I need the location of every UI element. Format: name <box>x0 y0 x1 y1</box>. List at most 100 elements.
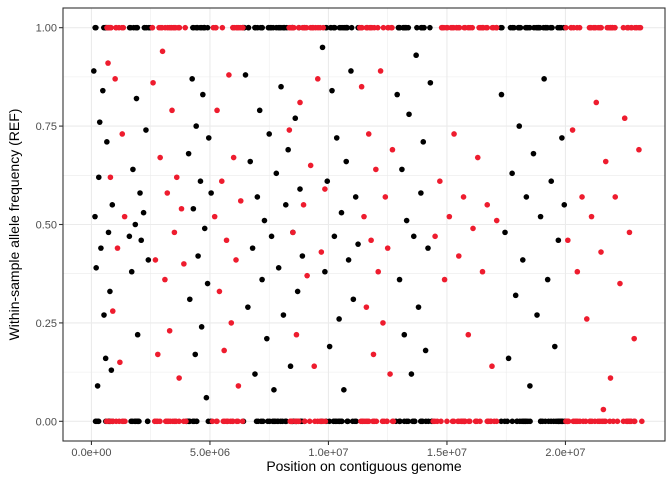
data-point <box>544 276 551 283</box>
data-point <box>192 351 199 358</box>
data-point <box>403 217 410 224</box>
data-point <box>396 276 403 283</box>
data-point <box>292 115 299 122</box>
data-point <box>371 418 378 425</box>
data-point <box>600 406 607 413</box>
data-point <box>286 127 293 133</box>
data-point <box>455 24 462 31</box>
data-point <box>297 99 303 106</box>
data-point <box>189 76 195 82</box>
data-point <box>169 107 175 114</box>
data-point <box>307 162 314 169</box>
data-point <box>583 316 590 322</box>
data-point <box>172 24 179 31</box>
data-point <box>205 135 212 141</box>
data-point <box>218 178 225 184</box>
data-point <box>370 351 377 358</box>
data-points <box>91 24 645 425</box>
data-point <box>425 245 431 251</box>
data-point <box>389 24 395 31</box>
data-point <box>266 418 273 425</box>
data-point <box>173 174 180 181</box>
data-point <box>530 150 537 157</box>
data-point <box>422 347 429 354</box>
data-point <box>134 24 141 31</box>
data-point <box>415 304 422 310</box>
data-point <box>193 123 199 129</box>
data-point <box>469 24 476 31</box>
data-point <box>322 268 328 275</box>
data-point <box>466 418 473 425</box>
data-point <box>521 418 527 425</box>
data-point <box>165 418 172 425</box>
data-point <box>296 418 302 425</box>
x-tick-label: 1.0e+07 <box>308 447 348 459</box>
data-point <box>461 24 467 31</box>
data-point <box>331 233 338 240</box>
data-point <box>542 24 549 31</box>
data-point <box>401 418 408 425</box>
data-point <box>245 304 251 310</box>
data-point <box>509 418 516 425</box>
data-point <box>135 418 141 425</box>
data-point <box>301 418 308 425</box>
data-point <box>355 241 361 247</box>
x-tick-label: 5.0e+06 <box>190 447 230 459</box>
data-point <box>100 87 106 94</box>
data-point <box>144 418 151 425</box>
data-point <box>261 217 268 224</box>
data-point <box>130 166 136 173</box>
data-point <box>517 24 524 31</box>
y-tick-label: 0.00 <box>36 416 57 428</box>
data-point <box>242 72 249 78</box>
data-point <box>121 213 128 220</box>
data-point <box>159 48 166 55</box>
data-point <box>259 276 265 283</box>
data-point <box>216 288 223 295</box>
data-point <box>221 418 228 425</box>
data-point <box>235 383 242 389</box>
data-point <box>505 355 512 362</box>
data-point <box>631 335 637 342</box>
data-point <box>93 418 100 425</box>
data-point <box>406 111 412 118</box>
data-point <box>382 194 389 200</box>
data-point <box>129 418 136 425</box>
data-point <box>104 139 110 145</box>
data-point <box>414 24 420 31</box>
data-point <box>333 135 340 141</box>
data-point <box>226 72 232 78</box>
data-point <box>621 115 628 122</box>
x-tick-label: 2.0e+07 <box>545 447 585 459</box>
data-point <box>607 24 613 31</box>
data-point <box>254 24 261 31</box>
data-point <box>200 24 207 31</box>
data-point <box>230 154 237 161</box>
data-point <box>93 24 99 31</box>
data-point <box>607 375 614 381</box>
data-point <box>116 418 123 425</box>
data-point <box>297 186 303 192</box>
data-point <box>157 154 163 161</box>
data-point <box>470 225 476 232</box>
data-point <box>233 257 239 263</box>
data-point <box>105 229 112 236</box>
data-point <box>109 418 116 425</box>
data-point <box>287 24 293 31</box>
data-point <box>548 178 555 184</box>
data-point <box>239 418 246 425</box>
data-point <box>387 371 393 377</box>
data-point <box>270 418 277 425</box>
data-point <box>474 418 480 425</box>
data-point <box>303 24 310 31</box>
data-point <box>201 225 208 232</box>
data-point <box>127 24 134 31</box>
data-point <box>598 249 604 255</box>
data-point <box>502 229 508 236</box>
data-point <box>352 194 359 200</box>
data-point <box>504 418 511 425</box>
data-point <box>293 331 300 338</box>
data-point <box>176 375 182 381</box>
data-point <box>102 355 109 362</box>
data-point <box>385 24 391 31</box>
